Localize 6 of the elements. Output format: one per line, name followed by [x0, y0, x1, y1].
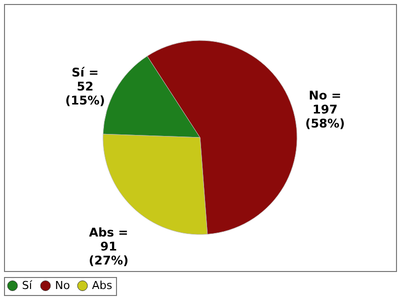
data-label: Abs = 91 (27%)	[88, 226, 128, 268]
legend-label: Abs	[92, 278, 113, 292]
data-label: Sí = 52 (15%)	[65, 65, 105, 108]
legend-label: Sí	[22, 278, 33, 292]
data-label: No = 197 (58%)	[305, 88, 345, 130]
legend-label: No	[55, 278, 70, 292]
